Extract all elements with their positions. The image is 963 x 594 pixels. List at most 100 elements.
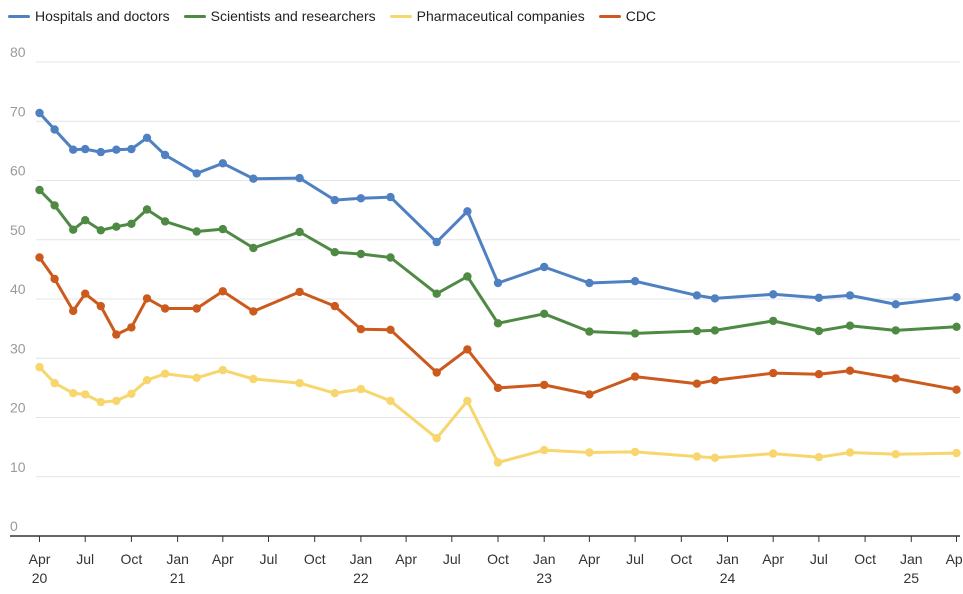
legend-item-pharma: Pharmaceutical companies (389, 8, 585, 24)
data-point-1 (142, 205, 152, 214)
data-point-2 (493, 458, 503, 467)
data-point-0 (112, 145, 121, 154)
data-point-0 (463, 207, 472, 216)
data-point-0 (160, 150, 170, 160)
x-tick-label: Apr (395, 551, 417, 567)
data-point-0 (356, 194, 366, 203)
data-point-1 (463, 272, 472, 281)
data-point-3 (35, 253, 44, 262)
data-point-3 (127, 323, 136, 332)
series-line-2 (38, 365, 958, 464)
data-point-1 (952, 322, 961, 331)
data-point-2 (142, 376, 152, 385)
x-tick-label: Apr (762, 551, 784, 567)
data-point-3 (50, 274, 59, 284)
data-point-0 (769, 290, 778, 299)
data-point-0 (386, 192, 395, 202)
data-point-0 (710, 294, 720, 303)
data-point-3 (769, 368, 778, 378)
data-point-1 (160, 217, 170, 226)
x-tick-label: Oct (670, 551, 692, 567)
y-tick-label: 10 (10, 459, 26, 475)
y-tick-label: 40 (10, 281, 26, 297)
data-point-1 (249, 243, 258, 253)
data-point-2 (50, 378, 59, 388)
data-point-2 (112, 396, 121, 406)
data-point-1 (218, 224, 227, 234)
data-point-0 (142, 133, 152, 142)
data-point-0 (69, 145, 78, 154)
data-point-3 (710, 376, 720, 385)
y-tick-label: 70 (10, 103, 26, 119)
data-point-2 (891, 450, 900, 459)
data-point-0 (127, 144, 136, 154)
data-point-1 (432, 289, 441, 298)
data-point-1 (96, 226, 106, 235)
legend-label-scientists: Scientists and researchers (210, 8, 376, 24)
data-point-3 (218, 287, 227, 296)
data-point-3 (952, 385, 961, 394)
x-tick-label: Jul (626, 551, 644, 567)
data-point-2 (630, 447, 640, 457)
data-point-3 (69, 306, 78, 316)
data-point-1 (692, 326, 702, 336)
data-point-3 (814, 370, 824, 379)
data-point-2 (845, 448, 855, 457)
data-point-0 (630, 277, 640, 286)
data-point-0 (432, 237, 441, 247)
x-tick-label: Jul (810, 551, 828, 567)
data-point-3 (630, 372, 640, 381)
x-tick-label: Apr (578, 551, 600, 567)
data-point-3 (891, 374, 900, 383)
data-point-2 (295, 378, 304, 388)
data-point-2 (96, 397, 106, 407)
data-point-2 (218, 365, 227, 375)
legend-label-pharma: Pharmaceutical companies (416, 8, 585, 24)
data-point-3 (249, 307, 258, 316)
data-point-1 (192, 227, 201, 236)
x-tick-label: Jan (533, 551, 556, 567)
x-tick-year-label: 23 (536, 570, 552, 586)
legend-swatch-pharma (389, 14, 412, 18)
data-point-3 (330, 301, 339, 311)
data-point-1 (710, 326, 720, 335)
data-point-3 (585, 390, 594, 399)
data-point-2 (710, 453, 720, 462)
y-tick-label: 60 (10, 163, 26, 179)
legend-item-cdc: CDC (598, 8, 657, 24)
y-tick-label: 80 (10, 44, 26, 60)
data-point-3 (540, 380, 549, 390)
legend-item-hospitals: Hospitals and doctors (8, 8, 170, 24)
data-point-1 (891, 326, 900, 335)
data-point-1 (814, 326, 824, 336)
legend: Hospitals and doctors Scientists and res… (8, 8, 656, 24)
data-point-3 (142, 294, 152, 303)
x-tick-label: Jul (260, 551, 278, 567)
data-point-3 (432, 368, 441, 377)
data-point-0 (952, 293, 961, 302)
data-point-2 (356, 384, 366, 394)
data-point-3 (192, 304, 201, 313)
data-point-3 (845, 366, 855, 375)
data-point-0 (585, 278, 594, 288)
data-point-1 (630, 329, 640, 338)
data-point-0 (192, 169, 201, 178)
data-point-1 (81, 216, 90, 225)
series-line-0 (38, 111, 958, 306)
data-point-2 (160, 369, 170, 378)
data-point-2 (81, 390, 90, 399)
data-point-2 (952, 448, 961, 458)
data-point-2 (814, 453, 824, 462)
data-point-0 (692, 291, 702, 300)
data-point-3 (112, 330, 121, 339)
legend-swatch-cdc (598, 14, 621, 18)
x-tick-year-label: 20 (32, 570, 48, 586)
data-point-3 (692, 379, 702, 388)
data-point-3 (493, 383, 503, 393)
data-point-2 (585, 448, 594, 457)
data-point-2 (330, 389, 339, 398)
legend-label-cdc: CDC (625, 8, 657, 24)
data-point-2 (386, 396, 395, 406)
data-point-1 (769, 316, 778, 326)
